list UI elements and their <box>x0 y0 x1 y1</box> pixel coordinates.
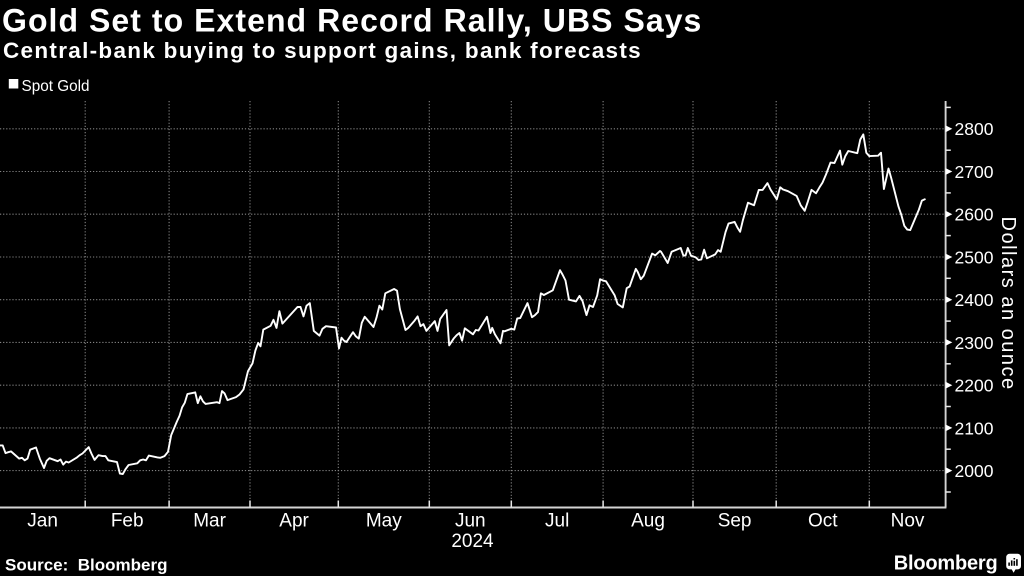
svg-text:Nov: Nov <box>891 511 925 532</box>
svg-text:2700: 2700 <box>955 162 994 182</box>
svg-text:Oct: Oct <box>808 511 838 532</box>
svg-text:2400: 2400 <box>955 290 994 310</box>
svg-text:2800: 2800 <box>955 119 994 139</box>
svg-text:2024: 2024 <box>451 531 494 552</box>
svg-text:2000: 2000 <box>955 461 994 481</box>
svg-text:2600: 2600 <box>955 205 994 225</box>
svg-text:Jul: Jul <box>545 511 569 532</box>
svg-text:Jan: Jan <box>27 511 58 532</box>
svg-text:2300: 2300 <box>955 333 994 353</box>
svg-text:2500: 2500 <box>955 247 994 267</box>
svg-text:Aug: Aug <box>631 511 665 532</box>
svg-text:May: May <box>366 511 402 532</box>
svg-text:Sep: Sep <box>718 511 752 532</box>
svg-text:Gold Set to Extend Record Rall: Gold Set to Extend Record Rally, UBS Say… <box>2 3 702 39</box>
svg-text:Apr: Apr <box>279 511 309 532</box>
svg-text:Bloomberg: Bloomberg <box>894 553 998 575</box>
svg-text:Dollars an ounce: Dollars an ounce <box>997 217 1019 391</box>
svg-text:Central-bank buying to support: Central-bank buying to support gains, ba… <box>3 38 642 63</box>
svg-text:Spot Gold: Spot Gold <box>22 78 90 95</box>
svg-text:2100: 2100 <box>955 418 994 438</box>
svg-text:Mar: Mar <box>193 511 226 532</box>
svg-text:Source: Bloomberg: Source: Bloomberg <box>5 556 167 575</box>
svg-text:Feb: Feb <box>111 511 144 532</box>
svg-text:2200: 2200 <box>955 376 994 396</box>
svg-text:Jun: Jun <box>455 511 486 532</box>
